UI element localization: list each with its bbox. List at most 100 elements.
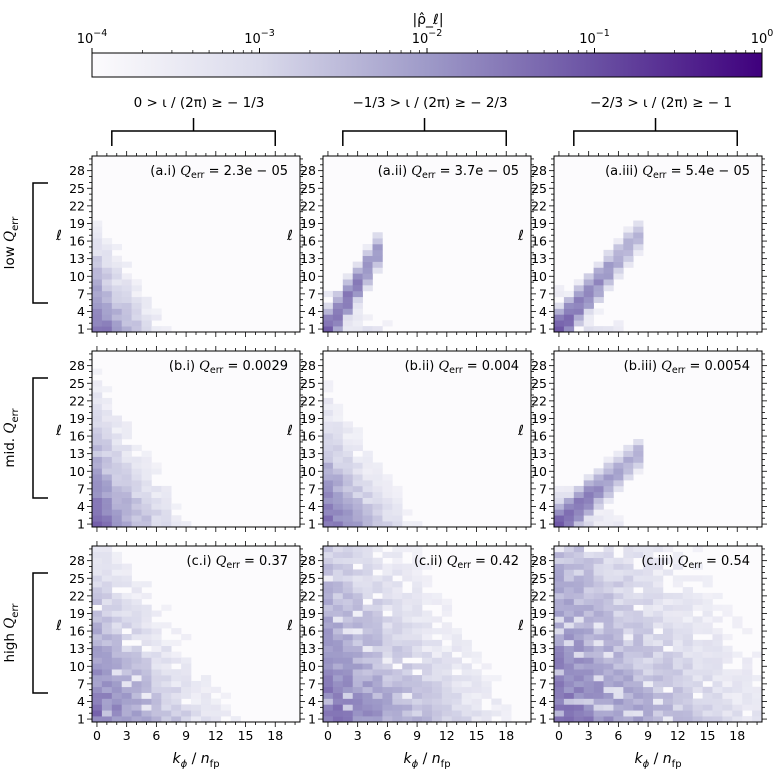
heatmap-cell <box>362 267 373 274</box>
heatmap-cell <box>111 462 123 469</box>
heatmap-cell <box>593 575 604 582</box>
heatmap-cell <box>332 521 344 528</box>
heatmap-cell <box>742 657 753 664</box>
heatmap-cell <box>111 592 123 600</box>
y-tick-label: 1 <box>539 517 547 532</box>
heatmap-cell <box>92 716 103 723</box>
heatmap-cell <box>92 244 103 251</box>
y-axis-label: ℓ <box>517 228 524 244</box>
y-tick-label: 28 <box>69 553 85 568</box>
heatmap-cell <box>573 290 585 298</box>
heatmap-cell <box>392 598 403 605</box>
heatmap-cell <box>92 409 103 416</box>
heatmap-cell <box>362 462 373 469</box>
heatmap-cell <box>461 686 472 693</box>
heatmap-cell <box>501 716 512 723</box>
heatmap-cell <box>372 238 383 245</box>
heatmap-cell <box>352 515 363 522</box>
heatmap-cell <box>672 710 684 717</box>
heatmap-cell <box>653 563 664 570</box>
heatmap-cell <box>352 598 363 605</box>
y-tick-label: 4 <box>308 694 316 709</box>
y-tick-label: 25 <box>69 376 85 391</box>
heatmap-cell <box>181 716 192 723</box>
heatmap-cell <box>573 634 585 641</box>
heatmap-cell <box>111 634 123 641</box>
heatmap-cell <box>92 462 103 469</box>
heatmap-cell <box>92 474 103 481</box>
x-tick-label: 15 <box>238 728 254 743</box>
heatmap-cell <box>352 521 363 528</box>
heatmap-cell <box>131 326 142 333</box>
heatmap-cell <box>332 675 344 682</box>
y-tick-label: 13 <box>69 446 85 461</box>
heatmap-cell <box>712 657 723 664</box>
heatmap-cell <box>332 474 344 481</box>
heatmap-cell <box>431 598 443 605</box>
heatmap-cell <box>712 680 723 688</box>
heatmap-cell <box>623 686 634 693</box>
heatmap-cell <box>323 686 334 693</box>
heatmap-cell <box>92 645 103 652</box>
heatmap-cell <box>101 669 113 676</box>
x-tick-label: 3 <box>123 728 131 743</box>
heatmap-cell <box>121 515 132 522</box>
heatmap-cell <box>151 663 162 670</box>
heatmap-cell <box>352 616 363 623</box>
heatmap-cell <box>623 616 634 623</box>
heatmap-cell <box>352 645 363 652</box>
heatmap-cell <box>323 397 334 405</box>
heatmap-cell <box>141 716 152 723</box>
heatmap-cell <box>191 716 202 723</box>
heatmap-cell <box>141 663 152 670</box>
panel-label: (c.i) Qerr = 0.37 <box>187 554 288 571</box>
heatmap-cell <box>722 675 733 682</box>
heatmap-cell <box>342 273 354 280</box>
heatmap-cell <box>131 610 142 617</box>
heatmap-cell <box>392 716 403 723</box>
heatmap-cell <box>362 279 373 286</box>
heatmap-cell <box>402 563 413 570</box>
heatmap-cell <box>573 628 585 635</box>
heatmap-cell <box>554 628 565 635</box>
y-tick-label: 10 <box>300 659 316 674</box>
heatmap-cell <box>332 592 344 600</box>
heatmap-cell <box>101 515 113 522</box>
heatmap-cell <box>342 503 354 510</box>
heatmap-cell <box>422 669 433 676</box>
heatmap-cell <box>382 675 393 682</box>
heatmap-cell <box>101 261 113 268</box>
heatmap-cell <box>382 491 393 498</box>
y-axis-label: ℓ <box>55 423 62 439</box>
heatmap-cell <box>131 628 142 635</box>
heatmap-cell <box>131 290 142 298</box>
heatmap-cell <box>682 610 693 617</box>
x-tick-label: 9 <box>413 728 421 743</box>
heatmap-cell <box>583 290 594 298</box>
heatmap-cell <box>402 622 413 629</box>
heatmap-cell <box>653 645 664 652</box>
heatmap-cell <box>613 657 624 664</box>
heatmap-cell <box>101 546 113 553</box>
heatmap-cell <box>101 485 113 493</box>
heatmap-cell <box>101 462 113 469</box>
heatmap-cell <box>323 569 334 576</box>
heatmap-cell <box>323 314 334 321</box>
heatmap-cell <box>161 503 172 510</box>
heatmap-cell <box>131 480 142 487</box>
heatmap-cell <box>323 551 334 559</box>
heatmap-cell <box>451 680 462 688</box>
heatmap-cell <box>151 491 162 498</box>
heatmap-cell <box>352 261 363 268</box>
heatmap-cell <box>412 710 423 717</box>
heatmap-cell <box>200 686 212 693</box>
y-tick-label: 28 <box>531 163 547 178</box>
heatmap-cell <box>573 563 585 570</box>
heatmap-cell <box>101 692 113 699</box>
heatmap-cell <box>121 480 132 487</box>
heatmap-cell <box>161 639 172 647</box>
heatmap-cell <box>554 314 565 321</box>
heatmap-cell <box>573 503 585 510</box>
heatmap-cell <box>382 320 393 327</box>
heatmap-cell <box>672 551 684 559</box>
